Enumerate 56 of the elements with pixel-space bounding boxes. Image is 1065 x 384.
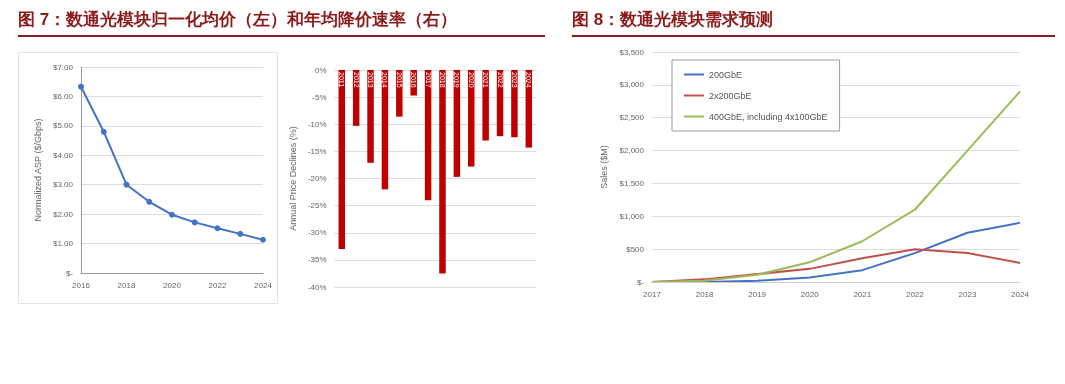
y-tick-label: $4.00: [52, 150, 74, 160]
line-series: [651, 90, 1021, 283]
x-tick-label: 2020: [800, 289, 820, 299]
legend-label: 400GbE, including 4x100GbE: [709, 111, 828, 122]
x-tick-label: 2017: [643, 289, 662, 299]
x-tick-label: 2021: [853, 289, 872, 299]
x-tick-label: 2023: [958, 289, 977, 299]
y-tick-label: -30%: [307, 228, 327, 238]
y-tick-label: $3,000: [619, 80, 645, 90]
y-tick-label: $3.00: [52, 180, 74, 190]
point: [237, 230, 244, 237]
x-tick-label: 2016: [72, 280, 91, 290]
y-axis-title: Annual Price Declines (%): [287, 126, 298, 231]
y-tick-label: -25%: [307, 201, 327, 211]
y-tick-label: -5%: [312, 92, 327, 102]
x-tick-label: 2018: [695, 289, 715, 299]
chart-title: 图 8：数通光模块需求预测: [572, 8, 1055, 37]
y-tick-label: -15%: [307, 146, 327, 156]
y-tick-label: $1,500: [619, 178, 645, 188]
legend-label: 200GbE: [709, 69, 743, 80]
y-axis-title: Normalized ASP ($/Gbps): [32, 118, 43, 222]
x-tick-label: 2024: [254, 280, 273, 290]
y-tick-label: -40%: [307, 282, 327, 292]
x-tick-label: 2018: [117, 280, 136, 290]
y-tick-label: $500: [626, 244, 645, 254]
legend-label: 2x200GbE: [709, 90, 752, 101]
y-tick-label: $7.00: [52, 62, 74, 72]
point: [78, 83, 84, 90]
y-tick-label: $3,500: [619, 47, 645, 57]
point: [169, 211, 175, 218]
point: [191, 219, 198, 226]
point: [214, 225, 221, 232]
x-tick-label: 2019: [748, 289, 767, 299]
y-tick-label: $1.00: [52, 239, 74, 249]
y-tick-label: $2,500: [619, 113, 645, 123]
y-tick-label: -10%: [307, 119, 327, 129]
y-tick-label: $6.00: [52, 91, 74, 101]
x-tick-label: 2020: [163, 280, 182, 290]
y-tick-label: -20%: [307, 174, 327, 183]
x-tick-label: 2024: [1011, 289, 1030, 299]
y-tick-label: $-: [636, 277, 645, 287]
point: [260, 236, 266, 243]
chart-title: 图 7：数通光模块归一化均价（左）和年均降价速率（右）: [18, 8, 545, 37]
y-axis-title: Sales ($M): [599, 145, 610, 189]
y-tick-label: $5.00: [52, 121, 74, 131]
point: [146, 198, 153, 205]
point: [123, 181, 130, 188]
x-tick-label: 2022: [208, 280, 227, 290]
y-tick-label: 0%: [315, 65, 327, 75]
point: [100, 128, 107, 135]
x-tick-label: 2022: [905, 289, 925, 299]
y-tick-label: $2.00: [52, 209, 74, 219]
y-tick-label: $-: [65, 268, 74, 278]
y-tick-label: $2,000: [619, 146, 645, 156]
y-tick-label: $1,000: [619, 211, 645, 221]
y-tick-label: -35%: [307, 255, 327, 265]
